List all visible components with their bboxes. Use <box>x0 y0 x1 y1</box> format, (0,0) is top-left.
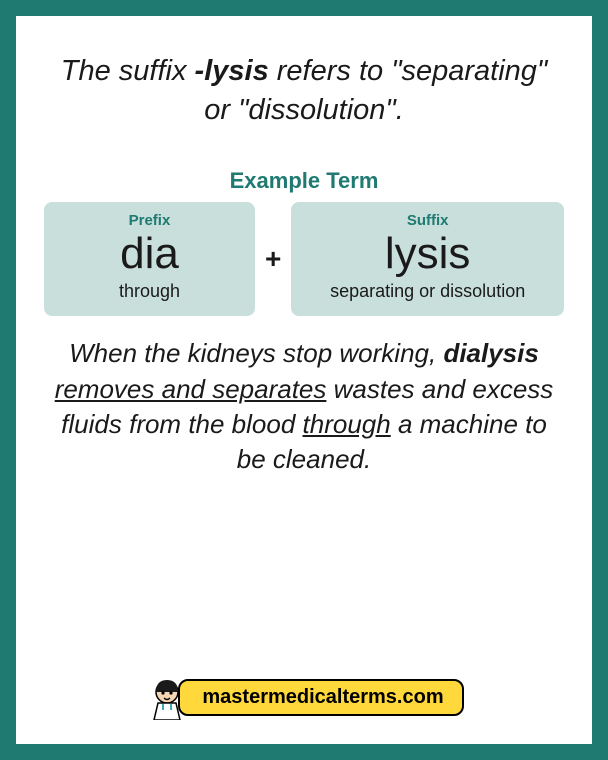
example-term-heading: Example Term <box>230 168 379 194</box>
mascot-icon <box>144 674 190 720</box>
sentence-underline-2: through <box>303 409 391 439</box>
footer: mastermedicalterms.com <box>144 674 463 720</box>
example-sentence: When the kidneys stop working, dialysis … <box>44 336 564 476</box>
term-breakdown: Prefix dia through + Suffix lysis separa… <box>44 202 564 316</box>
site-badge: mastermedicalterms.com <box>178 679 463 716</box>
prefix-meaning: through <box>62 281 237 302</box>
infographic-card: The suffix -lysis refers to "separating"… <box>0 0 608 760</box>
suffix-label: Suffix <box>309 212 546 229</box>
suffix-meaning: separating or dissolution <box>309 281 546 302</box>
suffix-definition: The suffix -lysis refers to "separating"… <box>44 52 564 130</box>
definition-pre: The suffix <box>61 55 195 87</box>
sentence-part-1: When the kidneys stop working, <box>69 338 443 368</box>
prefix-label: Prefix <box>62 212 237 229</box>
suffix-box: Suffix lysis separating or dissolution <box>291 202 564 316</box>
definition-term: -lysis <box>195 55 269 87</box>
prefix-box: Prefix dia through <box>44 202 255 316</box>
sentence-term-bold: dialysis <box>443 338 538 368</box>
suffix-word: lysis <box>309 231 546 277</box>
plus-connector: + <box>265 243 281 275</box>
prefix-word: dia <box>62 231 237 277</box>
sentence-underline-1: removes and separates <box>55 374 327 404</box>
